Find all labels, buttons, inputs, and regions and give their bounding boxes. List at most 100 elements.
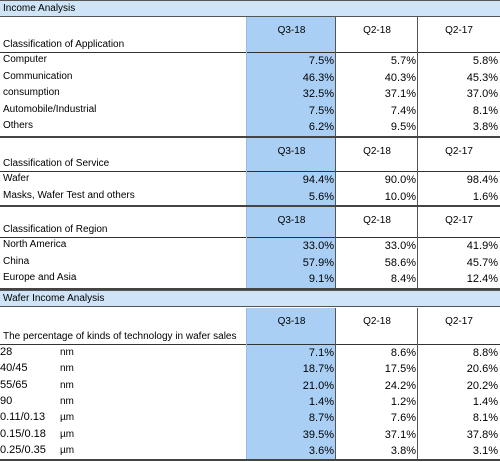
cell-value: 21.0% [302, 379, 334, 392]
cell-value: 7.6% [390, 412, 416, 425]
row-label: 90 [0, 394, 13, 407]
row-label: Automobile/Industrial [3, 103, 97, 115]
cell-value: 40.3% [384, 71, 416, 84]
cell-value: 45.3% [466, 71, 498, 84]
cell-value: 46.3% [302, 71, 334, 84]
cell-value: 8.8% [472, 347, 498, 359]
column-header: Q2-17 [445, 25, 473, 36]
cell-value: 1.2% [390, 395, 416, 408]
highlight-column [247, 17, 336, 136]
row-label: 0.15/0.18 [0, 427, 46, 440]
cell-value: 8.1% [472, 104, 498, 117]
row-label: Others [3, 120, 34, 132]
column-line [246, 308, 247, 460]
cell-value: 5.6% [308, 190, 334, 203]
cell-value: 3.8% [390, 444, 416, 457]
cell-value: 37.8% [466, 428, 498, 441]
row-unit: nm [60, 363, 74, 375]
cell-value: 5.7% [390, 55, 416, 67]
highlight-column [247, 207, 336, 288]
cell-value: 1.4% [308, 395, 334, 408]
divider [0, 237, 500, 238]
cell-value: 1.4% [472, 395, 498, 408]
section-banner: Income Analysis [0, 0, 500, 17]
cell-value: 41.9% [466, 240, 498, 252]
cell-value: 37.1% [384, 88, 416, 101]
cell-value: 9.5% [390, 121, 416, 134]
column-line [417, 17, 418, 136]
column-line [335, 207, 336, 288]
column-line [417, 308, 418, 460]
divider [0, 52, 500, 53]
row-label: 28 [0, 346, 13, 358]
cell-value: 57.9% [302, 256, 334, 269]
cell-value: 7.5% [308, 104, 334, 117]
cell-value: 32.5% [302, 88, 334, 101]
column-header: Q3-18 [277, 215, 306, 226]
cell-value: 1.6% [472, 190, 498, 203]
section-title: The percentage of kinds of technology in… [3, 331, 237, 342]
cell-value: 8.4% [390, 273, 416, 286]
cell-value: 3.8% [472, 121, 498, 134]
section-title: Classification of Service [3, 158, 110, 169]
cell-value: 58.6% [384, 256, 416, 269]
divider [0, 136, 500, 138]
cell-value: 9.1% [308, 273, 334, 286]
cell-value: 17.5% [384, 363, 416, 376]
cell-value: 5.8% [472, 55, 498, 67]
column-line [246, 17, 247, 136]
row-label: Computer [3, 54, 47, 65]
cell-value: 10.0% [384, 190, 416, 203]
cell-value: 20.2% [466, 379, 498, 392]
highlight-column [247, 308, 336, 460]
cell-value: 8.1% [472, 412, 498, 425]
column-header: Q3-18 [277, 146, 306, 157]
column-line [335, 308, 336, 460]
row-label: Europe and Asia [3, 272, 77, 284]
row-label: China [3, 255, 30, 267]
divider [0, 205, 500, 207]
cell-value: 7.5% [308, 55, 334, 67]
column-header: Q2-17 [445, 215, 473, 226]
column-line [335, 17, 336, 136]
divider [0, 171, 500, 172]
cell-value: 33.0% [302, 240, 334, 252]
cell-value: 98.4% [466, 174, 498, 186]
cell-value: 7.1% [308, 347, 334, 359]
row-unit: µm [60, 444, 75, 456]
column-header: Q2-17 [445, 316, 473, 327]
cell-value: 8.7% [308, 412, 334, 425]
divider [0, 344, 500, 345]
cell-value: 6.2% [308, 121, 334, 134]
row-label: Masks, Wafer Test and others [3, 189, 135, 201]
cell-value: 12.4% [466, 273, 498, 286]
row-label: 40/45 [0, 362, 28, 375]
cell-value: 39.5% [302, 428, 334, 441]
column-line [246, 138, 247, 205]
cell-value: 20.6% [466, 363, 498, 376]
row-label: Communication [3, 70, 73, 82]
divider [0, 459, 500, 462]
section-banner: Wafer Income Analysis [0, 290, 500, 307]
column-line [335, 138, 336, 205]
row-unit: nm [60, 379, 74, 391]
cell-value: 33.0% [384, 240, 416, 252]
row-label: North America [3, 239, 67, 250]
column-header: Q2-18 [363, 316, 391, 327]
cell-value: 8.6% [390, 347, 416, 359]
row-label: consumption [3, 87, 60, 99]
row-label: 0.25/0.35 [0, 443, 46, 456]
column-header: Q3-18 [277, 316, 306, 327]
row-unit: µm [60, 428, 75, 440]
row-unit: nm [60, 395, 74, 407]
section-title: Classification of Region [3, 224, 108, 235]
cell-value: 37.1% [384, 428, 416, 441]
column-line [417, 138, 418, 205]
row-label: 55/65 [0, 378, 28, 391]
column-header: Q2-18 [363, 25, 391, 36]
column-header: Q2-18 [363, 215, 391, 226]
cell-value: 24.2% [384, 379, 416, 392]
section-title: Classification of Application [3, 39, 125, 50]
column-header: Q2-17 [445, 146, 473, 157]
